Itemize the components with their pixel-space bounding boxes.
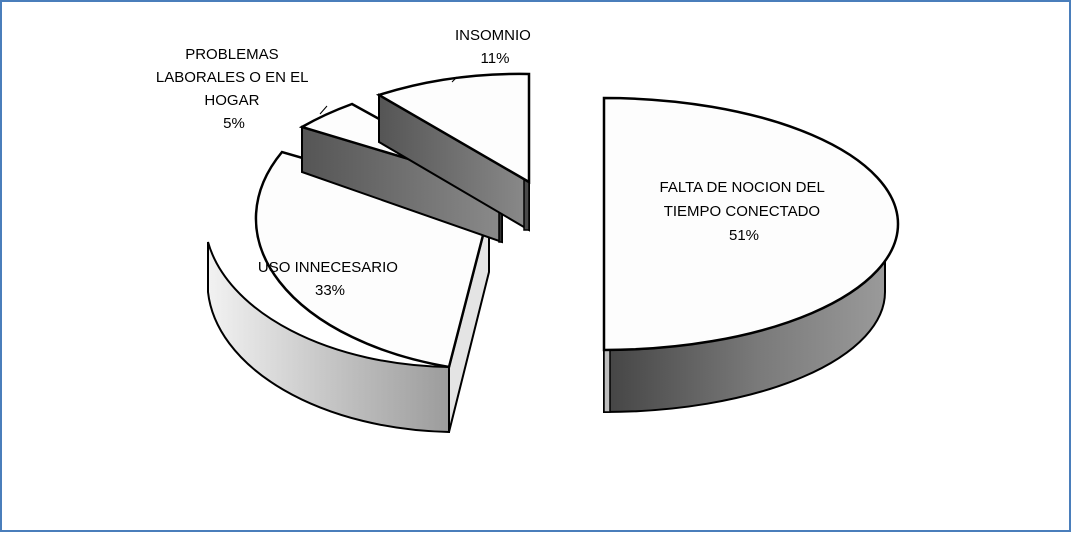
leader-line-insomnio <box>451 76 458 83</box>
pie-slice-falta-de-nocion <box>602 96 900 414</box>
label-falta-line-2: TIEMPO CONECTADO <box>664 203 820 220</box>
label-problemas-line-2: LABORALES O EN EL <box>156 69 308 86</box>
label-problemas: PROBLEMAS LABORALES O EN EL HOGAR 5% <box>156 46 312 132</box>
label-uso-innecesario: USO INNECESARIO 33% <box>258 259 402 299</box>
label-falta-percent: 51% <box>729 227 759 244</box>
label-problemas-line-3: HOGAR <box>204 92 259 109</box>
label-problemas-line-1: PROBLEMAS <box>185 46 278 63</box>
label-insomnio-name: INSOMNIO <box>455 27 531 44</box>
label-falta-line-1: FALTA DE NOCION DEL <box>660 179 825 196</box>
slice-top <box>602 96 900 352</box>
label-uso-name: USO INNECESARIO <box>258 259 398 276</box>
label-uso-percent: 33% <box>315 282 345 299</box>
pie-slice-insomnio <box>375 72 531 232</box>
label-insomnio: INSOMNIO 11% <box>455 27 535 67</box>
label-insomnio-percent: 11% <box>481 50 510 67</box>
slice-top <box>375 72 531 185</box>
leader-line-problemas <box>319 105 328 115</box>
label-problemas-percent: 5% <box>223 115 245 132</box>
label-falta-de-nocion: FALTA DE NOCION DEL TIEMPO CONECTADO 51% <box>660 179 829 244</box>
